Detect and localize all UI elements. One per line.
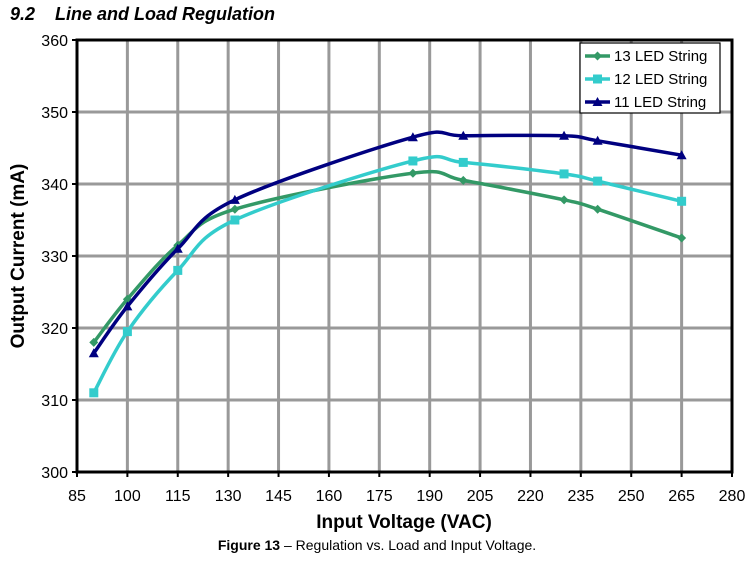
x-tick-label: 145 (265, 488, 292, 505)
data-point-12-led-string (230, 215, 240, 225)
x-tick-label: 265 (668, 488, 695, 505)
series-group (88, 130, 687, 398)
data-point-12-led-string (677, 196, 687, 206)
data-point-12-led-string (122, 327, 132, 337)
legend-item-11-led-string: 11 LED String (585, 94, 706, 111)
y-tick-label: 340 (41, 177, 68, 194)
data-point-11-led-string (122, 301, 133, 311)
y-tick-label: 330 (41, 249, 68, 266)
data-point-12-led-string (593, 176, 603, 186)
legend-label: 13 LED String (614, 48, 707, 65)
figure-caption-text: – Regulation vs. Load and Input Voltage. (280, 537, 537, 553)
figure-caption: Figure 13 – Regulation vs. Load and Inpu… (0, 537, 754, 553)
data-point-11-led-string (458, 130, 469, 140)
x-tick-label: 85 (68, 488, 86, 505)
data-point-13-led-string (677, 233, 687, 243)
data-point-11-led-string (229, 194, 240, 204)
data-point-12-led-string (89, 388, 99, 398)
section-title: 9.2 Line and Load Regulation (10, 4, 275, 25)
x-tick-label: 220 (517, 488, 544, 505)
data-point-13-led-string (230, 204, 240, 214)
series-11-led-string (88, 130, 687, 358)
legend-item-13-led-string: 13 LED String (585, 48, 707, 65)
legend-marker (592, 97, 603, 106)
data-point-13-led-string (408, 168, 418, 178)
data-point-12-led-string (458, 157, 468, 167)
y-tick-label: 360 (41, 33, 68, 50)
x-tick-label: 115 (165, 488, 191, 505)
legend-label: 11 LED String (614, 94, 706, 111)
data-point-11-led-string (559, 130, 570, 140)
series-line-11-led-string (92, 130, 682, 355)
y-tick-label: 320 (41, 321, 68, 338)
data-point-13-led-string (458, 175, 468, 185)
x-tick-label: 280 (719, 488, 746, 505)
series-12-led-string (89, 154, 687, 398)
y-tick-label: 350 (41, 105, 68, 122)
section-heading: Line and Load Regulation (55, 4, 276, 24)
data-point-11-led-string (172, 243, 183, 253)
data-point-13-led-string (559, 195, 569, 205)
legend-marker (593, 74, 602, 84)
series-line-12-led-string (92, 154, 683, 394)
tick-labels: 85 100 115 130 145 160 175 190 205 220 235 250 265 28… (41, 33, 745, 505)
x-tick-label: 160 (316, 488, 343, 505)
x-tick-label: 190 (416, 488, 443, 505)
legend-item-12-led-string: 12 LED String (585, 71, 707, 88)
data-point-13-led-string (593, 204, 603, 214)
x-tick-label: 205 (467, 488, 494, 505)
legend-marker (593, 51, 602, 61)
data-point-11-led-string (407, 132, 418, 142)
x-tick-label: 235 (567, 488, 594, 505)
data-point-11-led-string (676, 150, 687, 160)
x-tick-label: 130 (215, 488, 242, 505)
x-tick-label: 250 (618, 488, 645, 505)
data-point-11-led-string (592, 135, 603, 145)
data-point-13-led-string (89, 337, 99, 347)
x-axis-title: Input Voltage (VAC) (316, 512, 492, 533)
y-axis-title: Output Current (mA) (8, 164, 29, 349)
x-tick-label: 175 (366, 488, 393, 505)
legend-label: 12 LED String (614, 71, 707, 88)
data-point-11-led-string (88, 348, 99, 358)
x-tick-label: 100 (114, 488, 141, 505)
section-number: 9.2 (10, 4, 36, 24)
data-point-12-led-string (408, 156, 418, 166)
figure-label: Figure 13 (217, 537, 281, 553)
data-point-12-led-string (173, 265, 183, 275)
axes (72, 38, 734, 477)
data-point-12-led-string (559, 169, 569, 179)
series-13-led-string (89, 168, 687, 347)
y-tick-label: 310 (41, 393, 68, 410)
y-tick-label: 300 (41, 465, 68, 482)
legend: 13 LED String 12 LED String 11 LED String (579, 42, 721, 114)
